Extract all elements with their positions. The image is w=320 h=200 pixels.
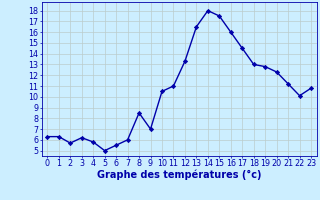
X-axis label: Graphe des températures (°c): Graphe des températures (°c) [97, 170, 261, 180]
